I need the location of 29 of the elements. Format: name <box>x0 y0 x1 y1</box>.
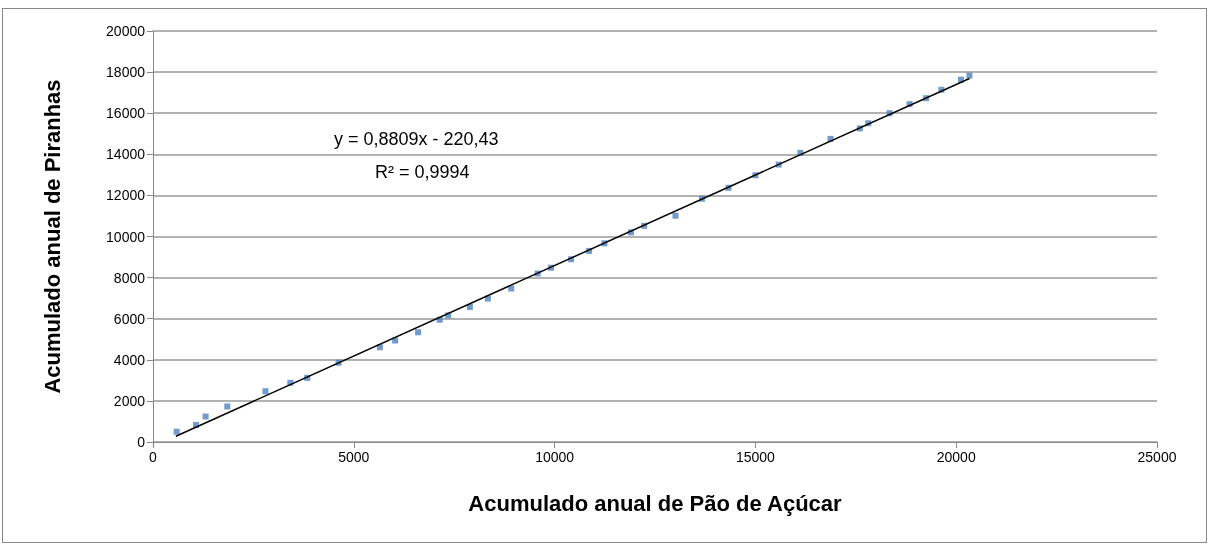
x-tick-label: 15000 <box>735 449 776 465</box>
x-tick-label: 0 <box>149 449 158 465</box>
point <box>173 428 180 435</box>
x-tick-label: 5000 <box>338 449 370 465</box>
x-tick-label: 10000 <box>535 449 575 465</box>
point <box>415 329 422 336</box>
x-tick-label: 25000 <box>1137 449 1177 465</box>
y-axis-title: Acumulado anual de Piranhas <box>39 79 65 394</box>
y-tick-label: 18000 <box>106 64 146 81</box>
point <box>202 413 209 420</box>
annotation: R² = 0,9994 <box>375 162 470 182</box>
y-tick-label: 16000 <box>106 105 146 122</box>
y-tick-label: 2000 <box>113 392 146 409</box>
y-tick-label: 10000 <box>106 228 146 245</box>
y-tick-label: 4000 <box>113 351 146 368</box>
annotation: y = 0,8809x - 220,43 <box>334 129 499 149</box>
y-tick-label: 20000 <box>106 23 146 39</box>
x-axis-title: Acumulado anual de Pão de Açúcar <box>468 490 843 516</box>
x-tick-label: 20000 <box>936 449 976 465</box>
y-tick-label: 6000 <box>113 310 146 327</box>
point <box>262 388 269 395</box>
point <box>672 212 679 219</box>
y-tick-label: 0 <box>137 434 146 450</box>
point <box>966 72 973 79</box>
y-tick-label: 8000 <box>113 269 146 286</box>
point <box>224 403 231 410</box>
y-tick-label: 14000 <box>106 146 146 163</box>
y-tick-label: 12000 <box>106 187 146 204</box>
point <box>484 295 491 302</box>
